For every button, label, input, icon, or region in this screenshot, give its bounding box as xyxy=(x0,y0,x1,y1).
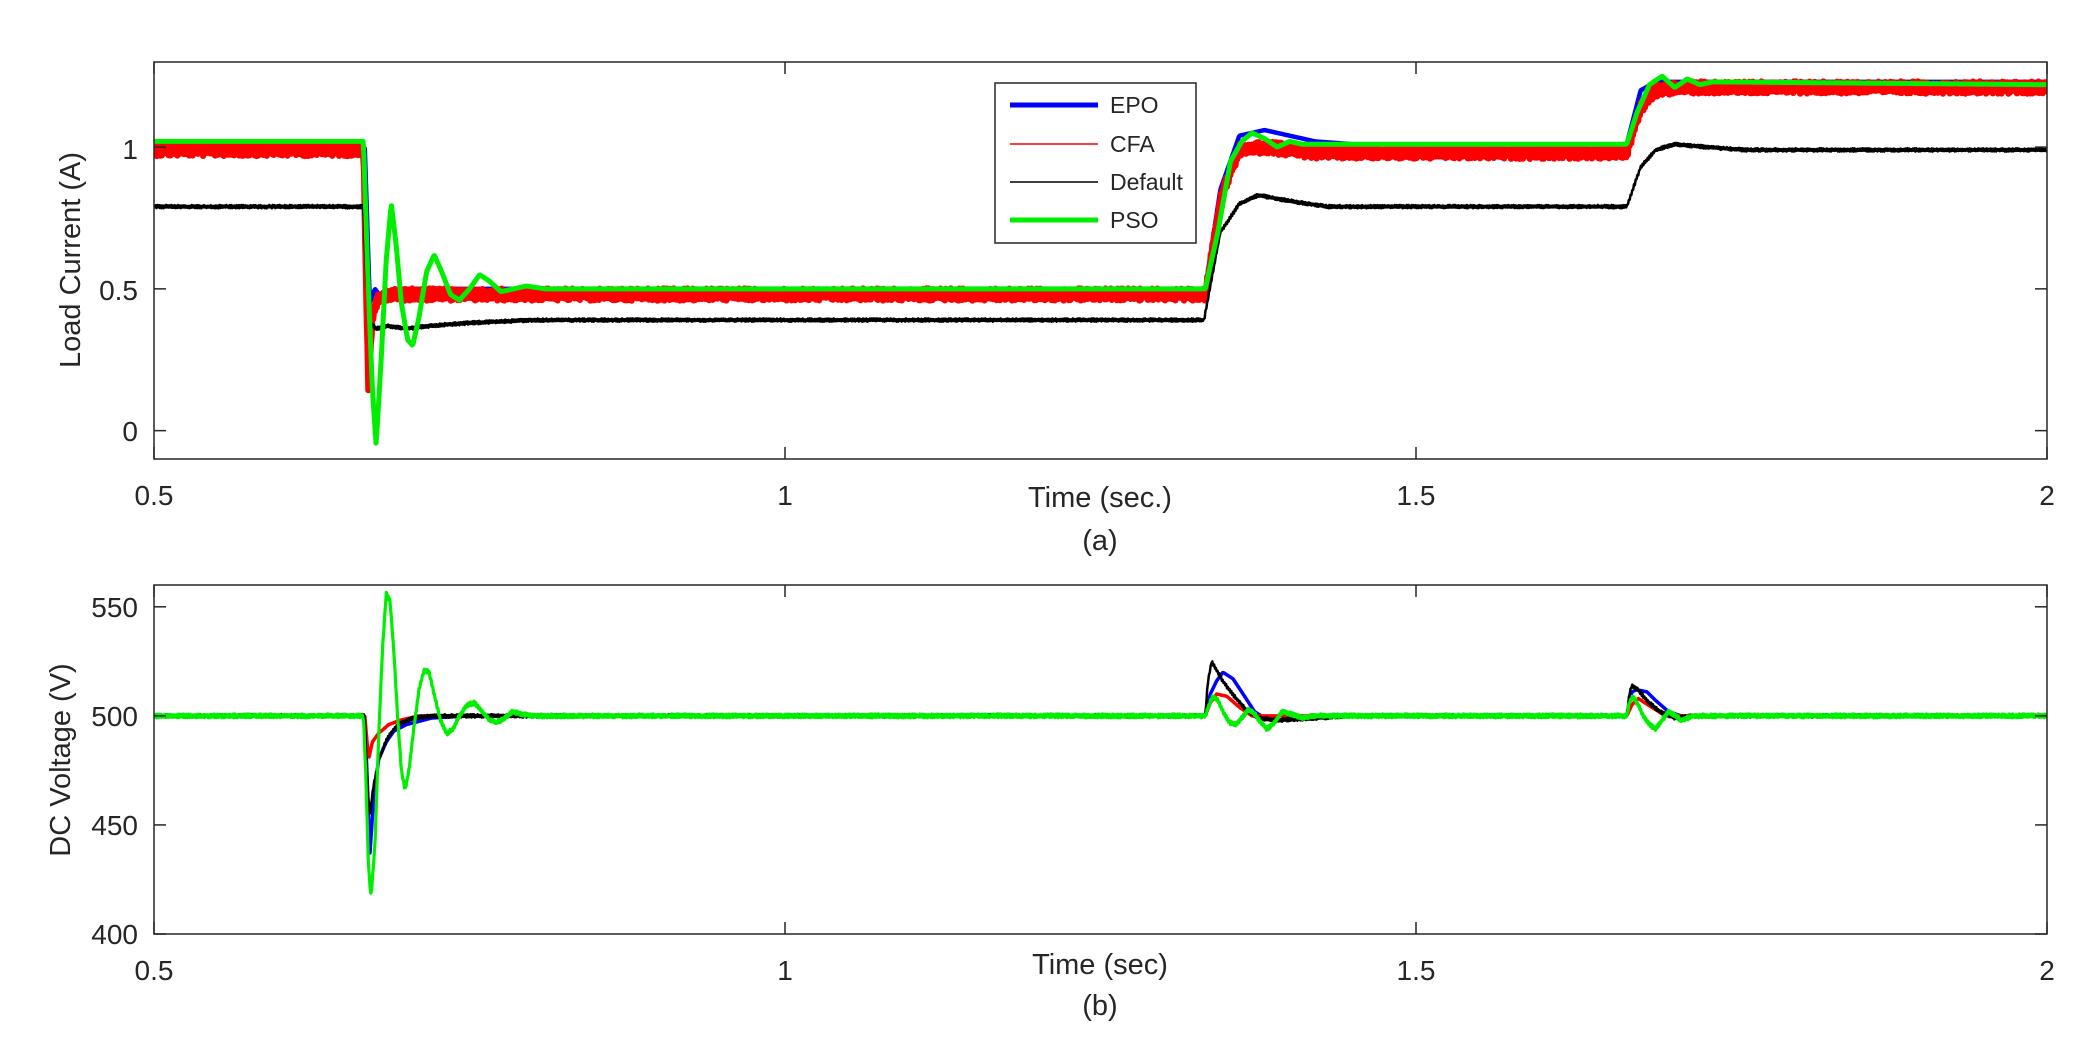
legend-label-default: Default xyxy=(1110,169,1183,195)
series-line-default xyxy=(154,141,2047,332)
y-tick-label: 550 xyxy=(91,592,138,623)
y-tick-label: 1 xyxy=(122,134,138,165)
caption-a: (a) xyxy=(1082,525,1117,557)
ticks-layer-b xyxy=(153,585,2048,935)
y-axis-title-b: DC Voltage (V) xyxy=(45,663,77,856)
x-tick-label: 1.5 xyxy=(1397,480,1436,511)
series-layer-b xyxy=(154,590,2047,895)
legend-box xyxy=(994,82,1197,244)
legend-label-cfa: CFA xyxy=(1110,131,1155,157)
series-line-pso xyxy=(154,73,2047,446)
ticks-layer-a xyxy=(153,62,2048,459)
x-tick-label: 1 xyxy=(777,955,793,986)
x-tick-label: 0.5 xyxy=(135,955,174,986)
caption-b: (b) xyxy=(1082,990,1117,1022)
x-tick-label: 2 xyxy=(2039,480,2055,511)
x-axis-title-a: Time (sec.) xyxy=(1028,482,1172,514)
x-tick-label: 0.5 xyxy=(135,480,174,511)
y-tick-label: 450 xyxy=(91,810,138,841)
plot-area-b xyxy=(154,585,2047,934)
legend-label-pso: PSO xyxy=(1110,207,1159,233)
x-tick-label: 1.5 xyxy=(1397,955,1436,986)
y-tick-label: 400 xyxy=(91,919,138,950)
y-tick-label: 0.5 xyxy=(99,275,138,306)
series-layer-a xyxy=(154,73,2047,446)
series-line-pso xyxy=(154,590,2047,895)
y-tick-label: 0 xyxy=(122,416,138,447)
panel-a-load-current: 0.5 1 1.5 2 0 0.5 1 Time (sec.) Load Cur… xyxy=(55,61,2055,557)
legend-label-epo: EPO xyxy=(1110,92,1159,118)
y-tick-label: 500 xyxy=(91,701,138,732)
x-axis-title-b: Time (sec) xyxy=(1032,949,1168,981)
y-axis-title-a: Load Current (A) xyxy=(55,152,87,368)
legend: EPO CFA Default PSO xyxy=(994,82,1197,244)
axes-box-a xyxy=(153,61,2048,460)
panel-b-dc-voltage: 0.5 1 1.5 2 400 450 500 550 Time (sec) D… xyxy=(45,584,2055,1022)
x-tick-label: 2 xyxy=(2039,955,2055,986)
axes-box-b xyxy=(153,584,2048,935)
x-tick-label: 1 xyxy=(777,480,793,511)
